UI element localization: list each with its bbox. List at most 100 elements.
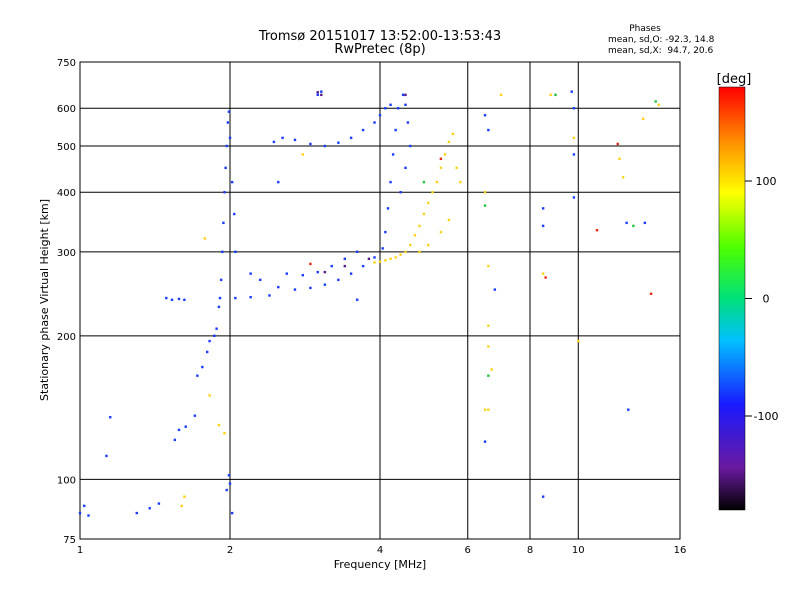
data-point [499,93,503,97]
data-point [293,138,297,142]
y-tick-label: 300 [57,248,76,259]
data-point [413,234,417,237]
data-point [218,296,222,300]
data-point [443,153,447,156]
data-point [361,264,365,268]
data-point [384,230,387,234]
data-point [83,504,86,508]
data-point [320,90,323,93]
data-point [649,292,653,295]
y-tick-label: 400 [57,188,76,199]
data-point [343,264,347,268]
data-point [549,93,552,97]
data-point [541,224,545,228]
x-axis-ticks: 1 2 4 6 8 10 16 [77,545,687,556]
data-point [349,136,353,140]
data-point [203,237,206,240]
data-point [230,511,234,515]
data-point [173,438,177,442]
data-point [217,423,221,427]
data-point [301,273,305,277]
y-tick-label: 600 [57,104,76,115]
data-point [483,191,487,194]
data-point [316,270,319,274]
data-point [224,166,227,170]
data-point [391,153,395,156]
data-point [389,180,392,184]
data-point [378,114,382,117]
data-point [183,495,186,498]
chart-subtitle: RwPretec (8p) [334,42,425,57]
data-point [389,257,392,261]
data-point [422,180,426,184]
stats-line-o: mean, sd,O: -92.3, 14.8 [608,35,715,45]
data-point [234,296,237,300]
data-point [389,103,392,107]
data-point [349,272,353,275]
colorbar-label: [deg] [717,72,752,87]
data-point [483,440,487,443]
data-point [572,153,576,156]
data-point [427,243,430,247]
data-points [78,90,660,517]
data-point [259,278,262,282]
data-point [396,107,400,110]
data-point [487,264,490,268]
data-point [196,374,199,377]
y-tick-label: 100 [57,475,76,486]
y-axis-label: Stationary phase Virtual Height [km] [38,199,51,401]
data-point [409,144,412,148]
data-point [87,514,90,517]
data-point [221,250,224,254]
chart-title: Tromsø 20151017 13:52:00-13:53:43 [258,29,501,44]
data-point [177,297,181,301]
data-point [277,180,280,184]
data-point [157,502,161,505]
data-point [632,224,635,228]
data-point [268,294,271,297]
data-point [554,93,557,97]
data-point [337,141,340,144]
data-point [455,166,458,170]
data-point [293,288,297,291]
data-point [222,221,225,225]
data-point [183,298,186,301]
data-point [544,276,547,279]
data-point [404,250,407,254]
data-point [373,121,376,124]
data-point [384,259,387,262]
data-point [320,93,323,97]
data-point [281,136,284,140]
data-point [213,334,216,338]
data-point [404,93,407,97]
data-point [373,256,376,259]
data-point [409,243,412,247]
data-point [208,394,211,397]
data-point [487,128,490,132]
y-tick-label: 200 [57,332,76,343]
data-point [431,191,434,194]
data-point [367,257,371,261]
data-point [355,250,359,254]
data-point [105,454,108,458]
data-point [418,250,421,254]
y-tick-label: 75 [63,535,76,546]
data-point [399,253,402,256]
data-point [435,180,438,184]
data-point [316,93,319,97]
data-point [316,91,319,94]
data-point [355,298,359,301]
data-point [201,365,204,369]
data-point [439,230,443,234]
x-axis-label: Frequency [MHz] [334,558,426,571]
data-point [215,327,218,330]
data-point [219,278,223,282]
data-point [401,93,405,97]
data-point [418,224,421,228]
data-point [165,296,168,300]
data-point [205,350,209,354]
data-point [654,100,657,103]
data-point [309,142,312,146]
data-point [135,511,138,515]
